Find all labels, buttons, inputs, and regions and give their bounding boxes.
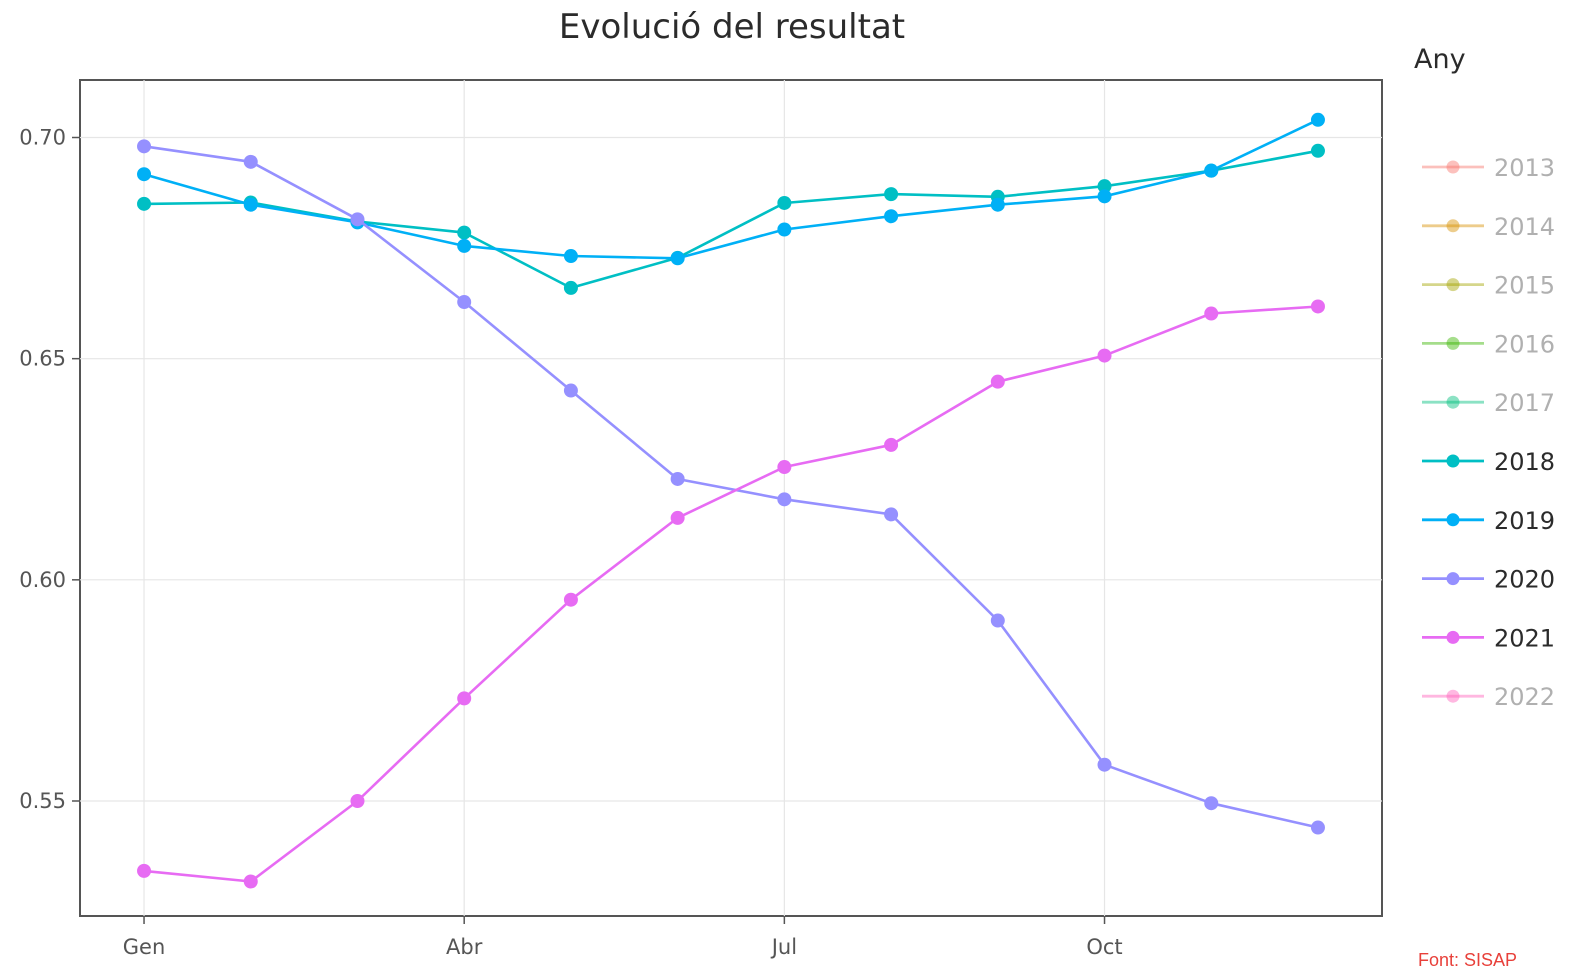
axes: Gen Abr Jul Oct 0.70 0.65 0.60 0.55: [19, 126, 1122, 959]
data-point-2021[interactable]: [777, 460, 792, 475]
data-point-2020[interactable]: [457, 295, 472, 310]
legend-label: 2015: [1494, 272, 1555, 300]
data-point-2020[interactable]: [243, 154, 258, 169]
legend-label: 2016: [1494, 330, 1555, 358]
legend-item-2020[interactable]: 2020: [1422, 566, 1555, 594]
data-point-2020[interactable]: [990, 613, 1005, 628]
legend-label: 2022: [1494, 683, 1555, 711]
data-point-2021[interactable]: [457, 691, 472, 706]
legend-item-2015[interactable]: 2015: [1422, 272, 1555, 300]
data-point-2021[interactable]: [350, 793, 365, 808]
legend-label: 2021: [1494, 624, 1555, 652]
data-point-2018[interactable]: [884, 187, 899, 202]
data-point-2021[interactable]: [1204, 306, 1219, 321]
series-line-2019: [143, 118, 1319, 260]
data-point-2020[interactable]: [884, 507, 899, 522]
data-point-2020[interactable]: [1204, 796, 1219, 811]
legend-label: 2014: [1494, 213, 1555, 241]
legend-title: Any: [1414, 44, 1466, 75]
legend-label: 2019: [1494, 507, 1555, 535]
legend-marker: [1446, 336, 1460, 350]
grid: [80, 80, 1382, 916]
data-point-2020[interactable]: [1097, 757, 1112, 772]
data-point-2019[interactable]: [990, 197, 1005, 212]
data-point-2021[interactable]: [1097, 348, 1112, 363]
x-tick-label: Oct: [1086, 935, 1122, 959]
legend-marker: [1446, 630, 1460, 644]
data-point-2021[interactable]: [137, 863, 152, 878]
data-point-2020[interactable]: [777, 492, 792, 507]
series-line-2020: [143, 145, 1319, 829]
x-tick-label: Jul: [770, 935, 797, 959]
legend-item-2021[interactable]: 2021: [1422, 624, 1555, 652]
legend-item-2016[interactable]: 2016: [1422, 330, 1555, 358]
series-2019: [137, 112, 1325, 266]
series-lines: [137, 112, 1325, 889]
legend-marker: [1446, 513, 1460, 527]
legend-item-2017[interactable]: 2017: [1422, 389, 1555, 417]
legend-item-2014[interactable]: 2014: [1422, 213, 1555, 241]
data-point-2021[interactable]: [243, 874, 258, 889]
source-note: Font: SISAP: [1418, 950, 1517, 969]
plot-panel: [79, 79, 1383, 917]
data-point-2018[interactable]: [1310, 143, 1325, 158]
data-point-2019[interactable]: [670, 251, 685, 266]
series-2021: [137, 299, 1325, 889]
data-point-2020[interactable]: [350, 212, 365, 227]
legend-marker: [1446, 689, 1460, 703]
y-tick-label: 0.60: [19, 568, 66, 592]
legend-label: 2020: [1494, 566, 1555, 594]
legend-item-2022[interactable]: 2022: [1422, 683, 1555, 711]
data-point-2020[interactable]: [670, 471, 685, 486]
data-point-2018[interactable]: [1097, 179, 1112, 194]
data-point-2019[interactable]: [777, 222, 792, 237]
data-point-2018[interactable]: [777, 195, 792, 210]
y-tick-label: 0.65: [19, 347, 66, 371]
data-point-2019[interactable]: [1310, 112, 1325, 127]
data-point-2019[interactable]: [457, 238, 472, 253]
x-tick-label: Abr: [446, 935, 483, 959]
data-point-2021[interactable]: [670, 510, 685, 525]
data-point-2021[interactable]: [884, 437, 899, 452]
data-point-2019[interactable]: [1204, 163, 1219, 178]
legend-marker: [1446, 454, 1460, 468]
y-tick-label: 0.70: [19, 126, 66, 150]
data-point-2019[interactable]: [1097, 189, 1112, 204]
data-point-2021[interactable]: [563, 592, 578, 607]
legend-marker: [1446, 395, 1460, 409]
data-point-2021[interactable]: [1310, 299, 1325, 314]
legend-item-2019[interactable]: 2019: [1422, 507, 1555, 535]
legend-label: 2018: [1494, 448, 1555, 476]
legend-item-2013[interactable]: 2013: [1422, 154, 1555, 182]
data-point-2018[interactable]: [137, 196, 152, 211]
x-tick-label: Gen: [123, 935, 166, 959]
y-tick-label: 0.55: [19, 789, 66, 813]
legend-label: 2017: [1494, 389, 1555, 417]
legend[interactable]: Any 2013 2014 2015 2016 2017 2018 2019 2020 2021…: [1414, 44, 1555, 711]
legend-marker: [1446, 278, 1460, 292]
legend-label: 2013: [1494, 154, 1555, 182]
chart-title: Evolució del resultat: [559, 7, 905, 47]
legend-marker: [1446, 572, 1460, 586]
data-point-2021[interactable]: [990, 374, 1005, 389]
data-point-2020[interactable]: [563, 383, 578, 398]
data-point-2020[interactable]: [1310, 820, 1325, 835]
data-point-2019[interactable]: [137, 167, 152, 182]
legend-item-2018[interactable]: 2018: [1422, 448, 1555, 476]
data-point-2018[interactable]: [457, 225, 472, 240]
series-line-2021: [143, 305, 1319, 883]
legend-marker: [1446, 219, 1460, 233]
data-point-2018[interactable]: [563, 280, 578, 295]
data-point-2019[interactable]: [243, 197, 258, 212]
data-point-2020[interactable]: [137, 139, 152, 154]
data-point-2019[interactable]: [563, 249, 578, 264]
legend-marker: [1446, 160, 1460, 174]
series-2020: [137, 139, 1325, 835]
data-point-2019[interactable]: [884, 209, 899, 224]
